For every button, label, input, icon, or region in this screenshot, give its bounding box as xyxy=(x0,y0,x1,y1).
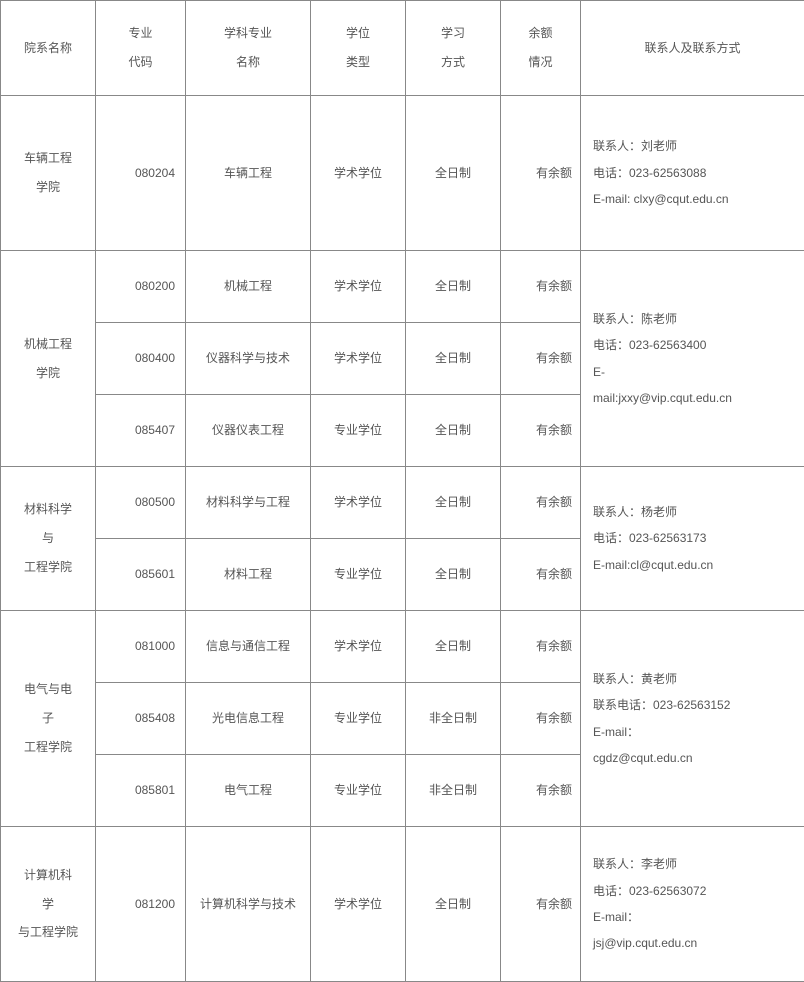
name-cell: 机械工程 xyxy=(186,251,311,323)
mode-cell: 全日制 xyxy=(406,467,501,539)
degree-cell: 专业学位 xyxy=(311,683,406,755)
dept-cell: 车辆工程学院 xyxy=(1,96,96,251)
degree-cell: 专业学位 xyxy=(311,395,406,467)
code-cell: 085408 xyxy=(96,683,186,755)
mode-cell: 全日制 xyxy=(406,395,501,467)
code-cell: 081000 xyxy=(96,611,186,683)
quota-cell: 有余额 xyxy=(501,467,581,539)
header-code: 专业代码 xyxy=(96,1,186,96)
code-cell: 085801 xyxy=(96,755,186,827)
quota-cell: 有余额 xyxy=(501,683,581,755)
code-cell: 080200 xyxy=(96,251,186,323)
dept-cell: 电气与电子工程学院 xyxy=(1,611,96,827)
degree-cell: 专业学位 xyxy=(311,539,406,611)
mode-cell: 非全日制 xyxy=(406,683,501,755)
mode-cell: 全日制 xyxy=(406,96,501,251)
quota-cell: 有余额 xyxy=(501,755,581,827)
quota-cell: 有余额 xyxy=(501,251,581,323)
degree-cell: 学术学位 xyxy=(311,827,406,982)
table-header-row: 院系名称专业代码学科专业名称学位类型学习方式余额情况联系人及联系方式 xyxy=(1,1,804,96)
header-mode: 学习方式 xyxy=(406,1,501,96)
table-row: 材料科学与工程学院080500材料科学与工程学术学位全日制有余额联系人：杨老师电… xyxy=(1,467,804,539)
quota-cell: 有余额 xyxy=(501,827,581,982)
dept-cell: 机械工程学院 xyxy=(1,251,96,467)
name-cell: 信息与通信工程 xyxy=(186,611,311,683)
code-cell: 080500 xyxy=(96,467,186,539)
name-cell: 电气工程 xyxy=(186,755,311,827)
code-cell: 080204 xyxy=(96,96,186,251)
mode-cell: 全日制 xyxy=(406,611,501,683)
mode-cell: 全日制 xyxy=(406,323,501,395)
dept-cell: 材料科学与工程学院 xyxy=(1,467,96,611)
name-cell: 光电信息工程 xyxy=(186,683,311,755)
enrollment-table: 院系名称专业代码学科专业名称学位类型学习方式余额情况联系人及联系方式车辆工程学院… xyxy=(0,0,804,982)
quota-cell: 有余额 xyxy=(501,611,581,683)
degree-cell: 学术学位 xyxy=(311,251,406,323)
header-dept: 院系名称 xyxy=(1,1,96,96)
header-quota: 余额情况 xyxy=(501,1,581,96)
contact-cell: 联系人：刘老师电话：023-62563088E-mail: clxy@cqut.… xyxy=(581,96,804,251)
degree-cell: 学术学位 xyxy=(311,467,406,539)
mode-cell: 全日制 xyxy=(406,827,501,982)
degree-cell: 学术学位 xyxy=(311,96,406,251)
contact-cell: 联系人：李老师电话：023-62563072E-mail：jsj@vip.cqu… xyxy=(581,827,804,982)
mode-cell: 全日制 xyxy=(406,251,501,323)
degree-cell: 学术学位 xyxy=(311,611,406,683)
contact-cell: 联系人：陈老师电话：023-62563400E-mail:jxxy@vip.cq… xyxy=(581,251,804,467)
quota-cell: 有余额 xyxy=(501,395,581,467)
name-cell: 计算机科学与技术 xyxy=(186,827,311,982)
contact-cell: 联系人：黄老师联系电话：023-62563152E-mail：cgdz@cqut… xyxy=(581,611,804,827)
contact-cell: 联系人：杨老师电话：023-62563173E-mail:cl@cqut.edu… xyxy=(581,467,804,611)
quota-cell: 有余额 xyxy=(501,96,581,251)
quota-cell: 有余额 xyxy=(501,323,581,395)
mode-cell: 全日制 xyxy=(406,539,501,611)
table-row: 机械工程学院080200机械工程学术学位全日制有余额联系人：陈老师电话：023-… xyxy=(1,251,804,323)
header-contact: 联系人及联系方式 xyxy=(581,1,804,96)
table-row: 车辆工程学院080204车辆工程学术学位全日制有余额联系人：刘老师电话：023-… xyxy=(1,96,804,251)
name-cell: 仪器仪表工程 xyxy=(186,395,311,467)
code-cell: 085601 xyxy=(96,539,186,611)
dept-cell: 计算机科学与工程学院 xyxy=(1,827,96,982)
code-cell: 080400 xyxy=(96,323,186,395)
mode-cell: 非全日制 xyxy=(406,755,501,827)
name-cell: 车辆工程 xyxy=(186,96,311,251)
name-cell: 材料工程 xyxy=(186,539,311,611)
name-cell: 材料科学与工程 xyxy=(186,467,311,539)
quota-cell: 有余额 xyxy=(501,539,581,611)
degree-cell: 学术学位 xyxy=(311,323,406,395)
header-degree: 学位类型 xyxy=(311,1,406,96)
name-cell: 仪器科学与技术 xyxy=(186,323,311,395)
table-row: 电气与电子工程学院081000信息与通信工程学术学位全日制有余额联系人：黄老师联… xyxy=(1,611,804,683)
code-cell: 081200 xyxy=(96,827,186,982)
table-row: 计算机科学与工程学院081200计算机科学与技术学术学位全日制有余额联系人：李老… xyxy=(1,827,804,982)
header-name: 学科专业名称 xyxy=(186,1,311,96)
code-cell: 085407 xyxy=(96,395,186,467)
degree-cell: 专业学位 xyxy=(311,755,406,827)
